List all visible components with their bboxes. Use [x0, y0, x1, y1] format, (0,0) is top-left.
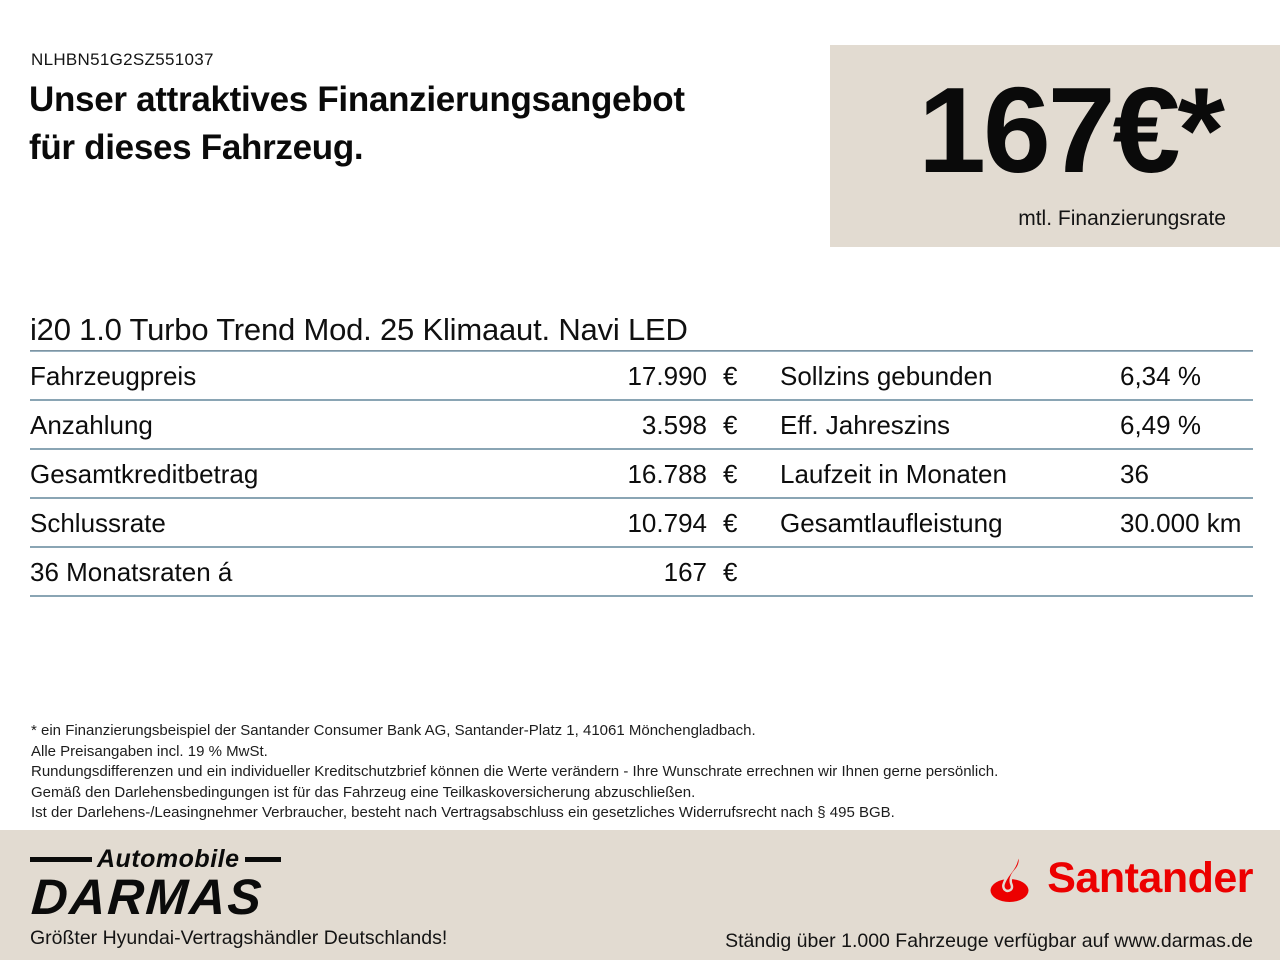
row-label: Fahrzeugpreis — [30, 361, 197, 391]
table-row: Anzahlung 3.598 € Eff. Jahreszins 6,49 % — [30, 401, 1253, 450]
monthly-rate-box: 167€* mtl. Finanzierungsrate — [830, 45, 1280, 247]
darmas-logo-automobile: Automobile — [97, 845, 240, 873]
darmas-logo-name: DARMAS — [29, 869, 266, 925]
row-value: 16.788 — [627, 459, 707, 489]
row-label: Laufzeit in Monaten — [780, 459, 1007, 489]
disclaimer-text: * ein Finanzierungsbeispiel der Santande… — [31, 721, 998, 824]
page-title: Unser attraktives Finanzierungsangebot f… — [29, 76, 685, 172]
row-value: 30.000 km — [1120, 508, 1242, 538]
page-title-line2: für dieses Fahrzeug. — [29, 128, 364, 167]
logo-bar-right — [244, 857, 281, 862]
table-row: Gesamtkreditbetrag 16.788 € Laufzeit in … — [30, 450, 1253, 499]
row-label: 36 Monatsraten á — [30, 557, 233, 587]
availability-text: Ständig über 1.000 Fahrzeuge verfügbar a… — [725, 930, 1253, 952]
row-value: 36 — [1120, 459, 1149, 489]
row-value: 3.598 — [641, 410, 707, 440]
monthly-rate-caption: mtl. Finanzierungsrate — [1018, 207, 1226, 230]
page-title-line1: Unser attraktives Finanzierungsangebot — [29, 80, 685, 119]
row-label: Anzahlung — [30, 410, 153, 440]
disclaimer-line: * ein Finanzierungsbeispiel der Santande… — [31, 722, 756, 739]
santander-logo: Santander — [987, 852, 1253, 904]
row-label: Gesamtlaufleistung — [780, 508, 1003, 538]
financing-table: Fahrzeugpreis 17.990 € Sollzins gebunden… — [30, 352, 1253, 597]
table-row: Fahrzeugpreis 17.990 € Sollzins gebunden… — [30, 352, 1253, 401]
row-label: Eff. Jahreszins — [780, 410, 951, 440]
monthly-rate-amount: 167€* — [918, 62, 1225, 198]
row-label: Sollzins gebunden — [780, 361, 993, 391]
darmas-logo: Automobile DARMAS — [29, 845, 281, 925]
darmas-logo-top: Automobile — [30, 845, 281, 874]
logo-bar-left — [30, 857, 92, 862]
row-value: 17.990 — [627, 361, 707, 391]
table-row: Schlussrate 10.794 € Gesamtlaufleistung … — [30, 499, 1253, 548]
dealer-tagline: Größter Hyundai-Vertragshändler Deutschl… — [30, 927, 448, 949]
row-label: Schlussrate — [30, 508, 166, 538]
row-value: 167 — [663, 557, 707, 587]
row-unit: € — [723, 459, 738, 489]
row-value: 10.794 — [627, 508, 707, 538]
disclaimer-line: Alle Preisangaben incl. 19 % MwSt. — [31, 742, 268, 760]
row-value: 6,34 % — [1120, 361, 1201, 391]
santander-flame-icon — [990, 852, 1029, 902]
vehicle-title: i20 1.0 Turbo Trend Mod. 25 Klimaaut. Na… — [30, 312, 688, 347]
footer: Automobile DARMAS Größter Hyundai-Vertra… — [0, 830, 1280, 960]
row-unit: € — [723, 410, 738, 440]
table-row: 36 Monatsraten á 167 € — [30, 548, 1253, 597]
row-value: 6,49 % — [1120, 410, 1201, 440]
vin-number: NLHBN51G2SZ551037 — [31, 50, 214, 69]
santander-wordmark: Santander — [1047, 853, 1253, 902]
disclaimer-line: Ist der Darlehens-/Leasingnehmer Verbrau… — [31, 804, 895, 822]
vehicle-title-rule — [30, 350, 1253, 352]
disclaimer-line: Rundungsdifferenzen und ein individuelle… — [31, 763, 999, 781]
row-label: Gesamtkreditbetrag — [30, 459, 259, 489]
row-unit: € — [723, 361, 738, 391]
row-unit: € — [723, 508, 738, 538]
row-unit: € — [723, 557, 738, 587]
disclaimer-line: Gemäß den Darlehensbedingungen ist für d… — [31, 783, 696, 801]
